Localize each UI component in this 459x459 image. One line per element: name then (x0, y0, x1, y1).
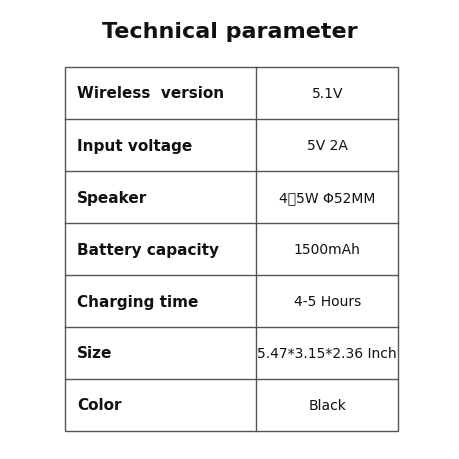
Text: 1500mAh: 1500mAh (293, 242, 360, 257)
Bar (65, 68, 397, 431)
Text: Charging time: Charging time (77, 294, 198, 309)
Text: 5.47*3.15*2.36 Inch: 5.47*3.15*2.36 Inch (257, 346, 396, 360)
Text: Size: Size (77, 346, 112, 361)
Text: 5V 2A: 5V 2A (306, 139, 347, 153)
Text: 4-5 Hours: 4-5 Hours (293, 294, 360, 308)
Text: Technical parameter: Technical parameter (102, 22, 357, 42)
Text: Input voltage: Input voltage (77, 138, 192, 153)
Text: Color: Color (77, 397, 121, 413)
Text: 5.1V: 5.1V (311, 87, 342, 101)
Text: Black: Black (308, 398, 346, 412)
Text: 4΢5W Φ52MM: 4΢5W Φ52MM (279, 190, 375, 205)
Text: Wireless  version: Wireless version (77, 86, 224, 101)
Text: Battery capacity: Battery capacity (77, 242, 218, 257)
Text: Speaker: Speaker (77, 190, 147, 205)
